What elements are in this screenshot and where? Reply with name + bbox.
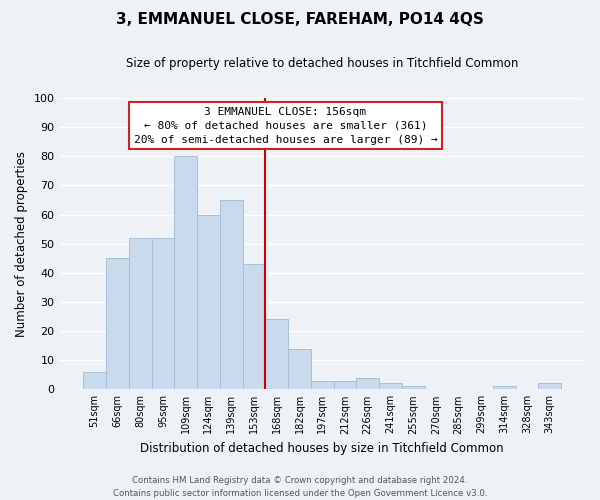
Bar: [242, 264, 265, 390]
Bar: [265, 320, 288, 390]
Bar: [288, 348, 311, 390]
Bar: [379, 384, 402, 390]
Bar: [538, 384, 561, 390]
Bar: [175, 156, 197, 390]
Bar: [106, 258, 129, 390]
Title: Size of property relative to detached houses in Titchfield Common: Size of property relative to detached ho…: [126, 58, 518, 70]
Bar: [197, 214, 220, 390]
Bar: [220, 200, 242, 390]
X-axis label: Distribution of detached houses by size in Titchfield Common: Distribution of detached houses by size …: [140, 442, 504, 455]
Bar: [83, 372, 106, 390]
Y-axis label: Number of detached properties: Number of detached properties: [15, 150, 28, 336]
Bar: [311, 380, 334, 390]
Bar: [152, 238, 175, 390]
Bar: [334, 380, 356, 390]
Text: 3 EMMANUEL CLOSE: 156sqm
← 80% of detached houses are smaller (361)
20% of semi-: 3 EMMANUEL CLOSE: 156sqm ← 80% of detach…: [134, 107, 437, 145]
Text: Contains HM Land Registry data © Crown copyright and database right 2024.
Contai: Contains HM Land Registry data © Crown c…: [113, 476, 487, 498]
Bar: [402, 386, 425, 390]
Bar: [129, 238, 152, 390]
Bar: [493, 386, 515, 390]
Bar: [356, 378, 379, 390]
Text: 3, EMMANUEL CLOSE, FAREHAM, PO14 4QS: 3, EMMANUEL CLOSE, FAREHAM, PO14 4QS: [116, 12, 484, 28]
